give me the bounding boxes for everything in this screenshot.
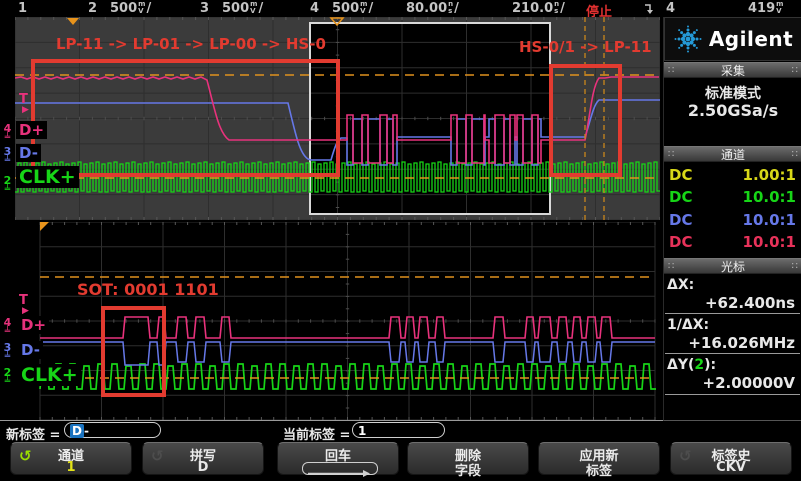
annotation-sot-bits: SOT: 0001 1101 xyxy=(77,280,219,299)
timebase-delay: 210.0 n s / xyxy=(512,0,565,17)
channel-4-badge: 4 xyxy=(310,1,320,16)
cycle-icon: ↺ xyxy=(151,447,164,465)
delta-y-label: ΔY(2): xyxy=(667,357,717,373)
current-label-input[interactable]: 1 xyxy=(352,422,445,438)
trigger-level-marker-upper: T xyxy=(19,92,28,107)
label-entry-bar: 新标签 = D- 当前标签 = 1 xyxy=(0,421,801,443)
brand-name: Agilent xyxy=(708,27,794,51)
softkey-label-history[interactable]: ↺ 标签史 CKV xyxy=(670,442,792,475)
softkey-apply-new-label[interactable]: 应用新 标签 xyxy=(538,442,660,479)
trigger-arrow-icon: ▶ xyxy=(22,306,29,316)
brand-panel: Agilent xyxy=(664,17,801,61)
new-label-input[interactable]: D- xyxy=(64,422,161,438)
channel-3-ground-marker: 3 ╧ xyxy=(3,145,12,166)
label-dplus-lower: D+ xyxy=(18,316,50,334)
channels-section-header[interactable]: ∷ 通道 ∷ xyxy=(664,146,801,162)
current-label-caption: 当前标签 = xyxy=(283,428,351,443)
trigger-arrow-icon: ▶ xyxy=(22,105,29,115)
trigger-level: 419 m V xyxy=(748,0,784,17)
divider xyxy=(665,313,800,314)
zoom-waveform-plot xyxy=(15,222,660,420)
trigger-edge-icon xyxy=(645,4,653,14)
run-status: 停止 xyxy=(586,5,613,20)
drag-grip-icon: ∷ xyxy=(791,65,798,76)
pane-bottom-border xyxy=(0,420,663,421)
cycle-icon: ↺ xyxy=(679,447,692,465)
annotation-hs-to-lp11: HS-0/1 -> LP-11 xyxy=(519,38,652,56)
channel-3-ground-marker: 3 ╧ xyxy=(3,341,12,362)
label-clk-upper: CLK+ xyxy=(16,166,79,188)
label-dplus-upper: D+ xyxy=(16,121,48,139)
delta-y-value: +2.00000V xyxy=(702,374,796,392)
drag-grip-icon: ∷ xyxy=(791,149,798,160)
drag-grip-icon: ∷ xyxy=(791,261,798,272)
label-dminus-lower: D- xyxy=(18,341,43,359)
channel-1-info-row: DC 1.00:1 xyxy=(669,166,796,184)
main-waveform-plot xyxy=(15,17,660,220)
channel-4-ground-marker: 4 ╧ xyxy=(3,122,12,143)
delta-x-label: ΔX: xyxy=(667,277,695,293)
trigger-source: 4 xyxy=(666,1,676,16)
cursors-section-header[interactable]: ∷ 光标 ∷ xyxy=(664,258,801,274)
acquisition-section-header[interactable]: ∷ 采集 ∷ xyxy=(664,62,801,78)
new-label-caption: 新标签 = xyxy=(6,428,61,443)
trigger-level-marker-lower: T xyxy=(19,293,28,308)
enter-arrow-icon xyxy=(302,462,378,477)
timebase-main: 80.00 n s / xyxy=(406,0,459,17)
softkey-spell[interactable]: ↺ 拼写 D xyxy=(142,442,264,475)
channel-4-scale: 500 m V / xyxy=(332,0,374,17)
label-clk-lower: CLK+ xyxy=(18,364,81,386)
label-dminus-upper: D- xyxy=(16,144,41,162)
acquisition-mode: 标准模式 xyxy=(705,86,761,102)
drag-grip-icon: ∷ xyxy=(668,261,675,272)
channel-2-info-row: DC 10.0:1 xyxy=(669,188,796,206)
delta-x-value: +62.400ns xyxy=(704,294,795,312)
softkey-channel[interactable]: ↺ 通道 1 xyxy=(10,442,132,475)
channel-2-scale: 500 m V / xyxy=(110,0,152,17)
channel-2-badge: 2 xyxy=(88,1,98,16)
annotation-lp-sequence: LP-11 -> LP-01 -> LP-00 -> HS-0 xyxy=(56,35,326,53)
sample-rate: 2.50GSa/s xyxy=(687,101,779,120)
channel-3-info-row: DC 10.0:1 xyxy=(669,211,796,229)
drag-grip-icon: ∷ xyxy=(668,149,675,160)
divider xyxy=(665,353,800,354)
info-sidebar: Agilent ∷ 采集 ∷ 标准模式 2.50GSa/s ∷ 通道 ∷ DC 1… xyxy=(663,17,801,421)
inverse-delta-x-label: 1/ΔX: xyxy=(667,317,710,333)
inverse-delta-x-value: +16.026MHz xyxy=(688,334,795,352)
softkey-delete-field[interactable]: 删除 字段 xyxy=(407,442,529,479)
channel-2-ground-marker: 2 ╧ xyxy=(3,366,12,387)
drag-grip-icon: ∷ xyxy=(668,65,675,76)
divider xyxy=(665,394,800,395)
channel-4-info-row: DC 10.0:1 xyxy=(669,233,796,251)
channel-3-badge: 3 xyxy=(200,1,210,16)
selected-char: D xyxy=(70,424,84,438)
cycle-icon: ↺ xyxy=(19,447,32,465)
channel-3-scale: 500 m V / xyxy=(222,0,264,17)
channel-4-ground-marker: 4 ╧ xyxy=(3,316,12,337)
channel-1-badge: 1 xyxy=(18,1,28,16)
top-status-bar: 1 2 500 m V/ 3 500 m V/ 4 500 m V/ 80.00 n s/ 21… xyxy=(0,0,801,20)
agilent-logo-icon xyxy=(674,25,702,53)
channel-2-ground-marker: 2 ╧ xyxy=(3,174,12,195)
softkey-enter[interactable]: 回车 xyxy=(277,442,399,477)
